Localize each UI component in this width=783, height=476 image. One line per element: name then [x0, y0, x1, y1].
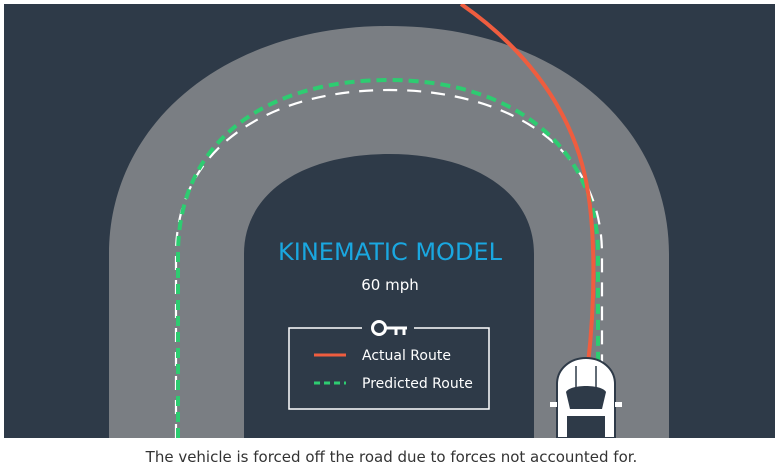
legend: Actual Route Predicted Route — [288, 320, 490, 410]
legend-border — [288, 327, 490, 410]
diagram-title: KINEMATIC MODEL — [278, 238, 503, 266]
legend-label-predicted-route: Predicted Route — [362, 376, 473, 392]
legend-label-actual-route: Actual Route — [362, 348, 451, 364]
figure-caption: The vehicle is forced off the road due t… — [145, 448, 638, 466]
road — [109, 26, 669, 438]
car — [550, 356, 622, 438]
speed-label: 60 mph — [361, 276, 419, 294]
key-icon — [371, 320, 407, 336]
lane-center-line — [174, 88, 604, 438]
kinematic-model-diagram: KINEMATIC MODEL 60 mph Actual Route Pred… — [4, 4, 775, 438]
actual-route-line — [459, 4, 596, 365]
predicted-route-line — [176, 77, 600, 438]
